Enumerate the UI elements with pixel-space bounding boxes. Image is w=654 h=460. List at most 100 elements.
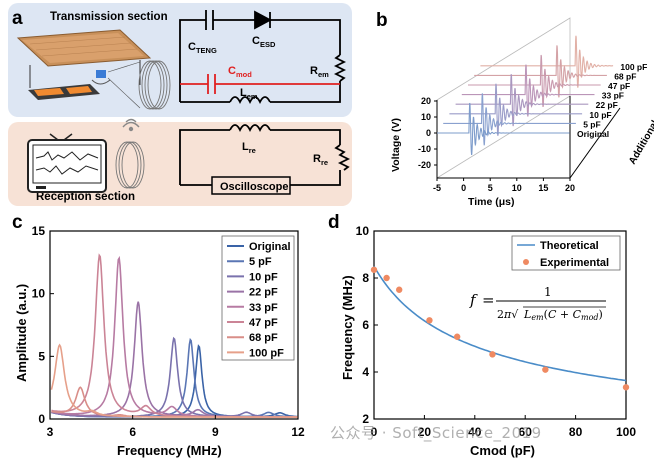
c-legend: Original 5 pF 10 pF 22 pF 33 pF 47 pF 68 pF 100…	[221, 235, 295, 361]
b-series-label: Original	[577, 129, 609, 139]
d-x-tick-label: 80	[569, 425, 583, 439]
d-x-tick-label: 100	[616, 425, 636, 439]
d-legend: Theoretical Experimental	[511, 235, 621, 271]
d-experimental-point	[383, 274, 390, 282]
l-re-label: Lre	[242, 141, 256, 155]
c-series-10-pf	[51, 336, 298, 418]
b-x-tick-label: 5	[488, 183, 493, 193]
c-teng-label: CTENG	[188, 41, 217, 55]
c-legend-label: 22 pF	[249, 287, 278, 299]
cmod-branch	[180, 74, 340, 94]
d-experimental-point	[453, 333, 461, 340]
d-x-tick-label: 60	[519, 425, 533, 439]
c-plot-frame	[49, 230, 299, 420]
c-x-ticks: 3 6 9 12	[47, 415, 305, 439]
panel-a: a Transmission section Reception section	[8, 3, 352, 206]
b-series-label: 100 pF	[620, 62, 647, 72]
d-y-tick-label: 6	[362, 318, 369, 332]
c-legend-label: 47 pF	[249, 317, 278, 329]
b-series-label: 22 pF	[596, 100, 618, 110]
d-experimental-point	[426, 317, 433, 324]
d-y-tick-label: 4	[362, 365, 369, 379]
b-y-tick-label: 10	[421, 112, 431, 122]
panel-c: c 3 6 9 12 0 5 10 15 Original 5 pF 10 pF 22 pF 33 …	[12, 212, 305, 458]
c-legend-box	[221, 235, 295, 361]
c-y-tick-label: 10	[32, 287, 46, 301]
b-trace-22-pf	[455, 74, 589, 127]
panel-label-a: a	[12, 8, 23, 29]
b-trace-47-pf	[468, 54, 601, 108]
d-x-tick-label: 0	[371, 425, 378, 439]
c-x-axis-label: Frequency (MHz)	[117, 443, 222, 458]
c-legend-label: 10 pF	[249, 271, 278, 283]
b-y-axis-label: Voltage (V)	[390, 118, 402, 172]
c-x-tick-label: 6	[129, 425, 136, 439]
b-series-label: 47 pF	[608, 81, 630, 91]
d-y-tick-label: 10	[356, 224, 370, 238]
d-y-tick-label: 2	[362, 412, 369, 426]
b-trace-100-pf	[480, 35, 614, 88]
svg-text:1: 1	[544, 285, 552, 299]
b-x-tick-label: 0	[461, 183, 466, 193]
c-legend-label: Original	[249, 241, 291, 253]
panel-label-c: c	[12, 212, 23, 233]
b-series-label: 33 pF	[602, 91, 624, 101]
r-re-label: Rre	[313, 153, 328, 167]
d-experimental-point	[396, 286, 403, 293]
oscilloscope-label: Oscilloscope	[220, 181, 288, 193]
c-legend-label: 68 pF	[249, 332, 278, 344]
c-legend-label: 100 pF	[249, 347, 284, 359]
b-trace-33-pf	[461, 64, 595, 117]
b-trace-10-pf	[449, 83, 583, 136]
teng-device-illustration	[16, 29, 171, 110]
b-y-ticks: -20 -10 0 10 20	[418, 96, 437, 170]
c-y-tick-label: 15	[32, 224, 46, 238]
c-y-tick-label: 5	[38, 349, 45, 363]
svg-text:2π√: 2π√	[497, 308, 519, 321]
c-mod-label: Cmod	[228, 65, 252, 79]
b-x-tick-label: 15	[538, 183, 548, 193]
panel-d: d 0 20 40 60 80 100 2 4 6 8 10 Theoretical Experi…	[328, 212, 636, 458]
c-spectra	[50, 253, 298, 418]
d-experimental-point	[542, 366, 549, 373]
d-experimental-point	[370, 266, 378, 273]
d-x-tick-label: 20	[418, 425, 432, 439]
c-esd-label: CESD	[252, 35, 276, 49]
c-y-tick-label: 0	[38, 412, 45, 426]
b-y-tick-label: -10	[418, 144, 431, 154]
l-em-label: Lem	[240, 87, 258, 101]
b-x-tick-label: -5	[433, 183, 441, 193]
svg-text:f: f	[469, 291, 478, 309]
d-y-axis-label: Frequency (MHz)	[340, 275, 355, 380]
c-series-100-pf	[50, 343, 298, 418]
panel-label-d: d	[328, 212, 340, 233]
b-y-tick-label: 20	[421, 96, 431, 106]
b-series-label: 5 pF	[583, 119, 600, 129]
svg-text:Lem(C + Cmod): Lem(C + Cmod)	[523, 308, 603, 322]
d-plot-marks	[370, 265, 630, 391]
watermark: 公众号 · Soft_Science_2019	[330, 424, 542, 442]
b-y-tick-label: 0	[426, 128, 431, 138]
r-em-label: Rem	[310, 65, 329, 79]
c-y-ticks: 0 5 10 15	[32, 224, 54, 426]
d-legend-theoretical: Theoretical	[540, 240, 599, 252]
d-y-ticks: 2 4 6 8 10	[356, 224, 378, 426]
svg-text:=: =	[482, 291, 495, 309]
d-x-tick-label: 40	[468, 425, 482, 439]
d-x-ticks: 0 20 40 60 80 100	[371, 415, 636, 439]
frequency-formula: f = 1 2π√ Lem(C + Cmod)	[469, 285, 606, 322]
wireless-signal-icon	[122, 118, 140, 132]
oscilloscope-monitor-illustration	[27, 133, 145, 193]
c-x-tick-label: 9	[212, 425, 219, 439]
transmission-section-label: Transmission section	[50, 11, 168, 23]
b-series-label: 68 pF	[614, 71, 636, 81]
d-legend-experimental: Experimental	[540, 257, 609, 269]
d-experimental-point	[489, 351, 496, 358]
b-x-tick-label: 20	[565, 183, 575, 193]
panel-label-b: b	[376, 10, 388, 31]
b-y-tick-label: -20	[418, 160, 431, 170]
reception-circuit	[179, 124, 351, 186]
b-trace-original	[437, 102, 570, 156]
